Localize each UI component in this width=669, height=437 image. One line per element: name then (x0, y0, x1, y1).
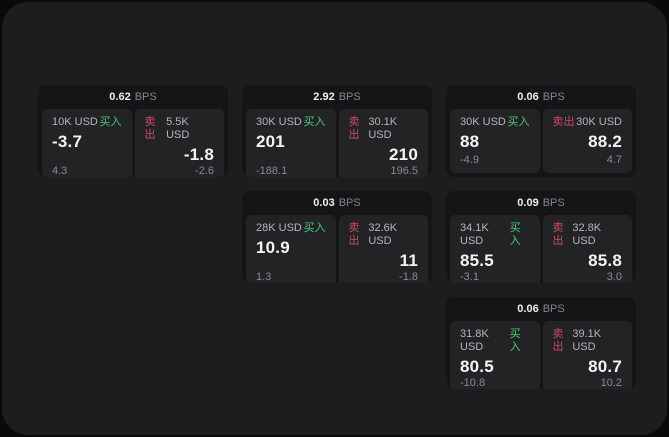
bps-value: 0.06 (517, 303, 539, 315)
sell-side-label: 卖出 (348, 222, 360, 247)
bps-header: 0.62 BPS (38, 85, 228, 109)
quote-card: 0.03 BPS 28K USD 买入 10.9 1.3 卖出 32.6K US… (242, 191, 432, 283)
sell-size-label: 32.6K USD (368, 222, 398, 247)
buy-side-label: 买入 (303, 116, 326, 128)
quote-panels: 30K USD 买入 201 -188.1 卖出 30.1K USD 210 1… (242, 109, 432, 177)
buy-side-label: 买入 (99, 116, 122, 128)
buy-side-label: 买入 (509, 222, 521, 247)
bps-value: 0.09 (517, 197, 539, 209)
sell-size-label: 39.1K USD (572, 328, 602, 353)
buy-delta: -3.1 (460, 271, 479, 283)
sell-side-label: 卖出 (552, 328, 564, 353)
quote-card: 0.09 BPS 34.1K USD 买入 85.5 -3.1 卖出 32.8K… (446, 191, 636, 283)
buy-delta: 4.3 (52, 165, 68, 177)
quote-panels: 10K USD 买入 -3.7 4.3 卖出 5.5K USD -1.8 -2.… (38, 109, 228, 177)
sell-quote-panel[interactable]: 卖出 32.6K USD 11 -1.8 (338, 215, 428, 283)
quote-card: 2.92 BPS 30K USD 买入 201 -188.1 卖出 30.1K … (242, 85, 432, 177)
buy-delta: -188.1 (256, 165, 288, 177)
bps-header: 0.09 BPS (446, 191, 636, 215)
sell-price: 80.7 (588, 357, 622, 376)
quote-card: 0.06 BPS 31.8K USD 买入 80.5 -10.8 卖出 39.1… (446, 297, 636, 389)
quote-panels: 30K USD 买入 88 -4.9 卖出 30K USD 88.2 4.7 (446, 109, 636, 177)
sell-price: -1.8 (183, 145, 214, 164)
quote-panels: 34.1K USD 买入 85.5 -3.1 卖出 32.8K USD 85.8… (446, 215, 636, 283)
sell-side-label: 卖出 (552, 222, 564, 247)
buy-size-label: 31.8K USD (460, 328, 489, 353)
bps-unit-label: BPS (338, 197, 361, 209)
bps-unit-label: BPS (338, 91, 361, 103)
buy-side-label: 买入 (303, 222, 326, 234)
buy-quote-panel[interactable]: 10K USD 买入 -3.7 4.3 (42, 109, 132, 177)
buy-side-label: 买入 (507, 116, 530, 128)
buy-price: 80.5 (460, 357, 494, 376)
buy-quote-panel[interactable]: 30K USD 买入 201 -188.1 (246, 109, 336, 177)
buy-size-label: 34.1K USD (460, 222, 489, 247)
sell-side-label: 卖出 (552, 116, 575, 128)
bps-unit-label: BPS (134, 91, 157, 103)
buy-side-label: 买入 (509, 328, 521, 353)
sell-price: 88.2 (588, 132, 622, 151)
sell-size-label: 32.8K USD (572, 222, 602, 247)
sell-quote-panel[interactable]: 卖出 30K USD 88.2 4.7 (542, 109, 632, 173)
buy-size-label: 28K USD (256, 222, 302, 234)
buy-size-label: 30K USD (256, 116, 302, 128)
buy-size-label: 30K USD (460, 116, 506, 128)
sell-size-label: 30.1K USD (368, 116, 398, 141)
buy-delta: 1.3 (256, 271, 272, 283)
buy-price: 88 (460, 132, 480, 151)
sell-price: 11 (399, 251, 418, 270)
sell-delta: -2.6 (195, 165, 214, 177)
buy-quote-panel[interactable]: 28K USD 买入 10.9 1.3 (246, 215, 336, 283)
bps-value: 0.06 (517, 91, 539, 103)
buy-price: 10.9 (256, 238, 290, 257)
buy-delta: -10.8 (460, 377, 486, 389)
sell-delta: -1.8 (399, 271, 418, 283)
bps-unit-label: BPS (542, 91, 565, 103)
sell-quote-panel[interactable]: 卖出 30.1K USD 210 196.5 (338, 109, 428, 177)
buy-quote-panel[interactable]: 31.8K USD 买入 80.5 -10.8 (450, 321, 540, 389)
bps-value: 0.62 (109, 91, 131, 103)
bps-header: 0.06 BPS (446, 85, 636, 109)
sell-side-label: 卖出 (144, 116, 156, 141)
buy-quote-panel[interactable]: 30K USD 买入 88 -4.9 (450, 109, 540, 173)
bps-value: 2.92 (313, 91, 335, 103)
buy-price: 85.5 (460, 251, 494, 270)
quote-panels: 28K USD 买入 10.9 1.3 卖出 32.6K USD 11 -1.8 (242, 215, 432, 283)
sell-quote-panel[interactable]: 卖出 5.5K USD -1.8 -2.6 (134, 109, 224, 177)
sell-quote-panel[interactable]: 卖出 39.1K USD 80.7 10.2 (542, 321, 632, 389)
bps-unit-label: BPS (542, 303, 565, 315)
bps-unit-label: BPS (542, 197, 565, 209)
sell-delta: 10.2 (600, 377, 622, 389)
buy-delta: -4.9 (460, 154, 479, 166)
quote-card: 0.62 BPS 10K USD 买入 -3.7 4.3 卖出 5.5K USD (38, 85, 228, 177)
sell-delta: 3.0 (606, 271, 622, 283)
bps-header: 2.92 BPS (242, 85, 432, 109)
sell-side-label: 卖出 (348, 116, 360, 141)
quote-grid: 0.62 BPS 10K USD 买入 -3.7 4.3 卖出 5.5K USD (38, 85, 636, 389)
buy-quote-panel[interactable]: 34.1K USD 买入 85.5 -3.1 (450, 215, 540, 283)
sell-quote-panel[interactable]: 卖出 32.8K USD 85.8 3.0 (542, 215, 632, 283)
buy-size-label: 10K USD (52, 116, 98, 128)
buy-price: 201 (256, 132, 285, 151)
bps-header: 0.03 BPS (242, 191, 432, 215)
sell-size-label: 30K USD (576, 116, 622, 128)
buy-price: -3.7 (52, 132, 83, 151)
bps-header: 0.06 BPS (446, 297, 636, 321)
sell-price: 85.8 (588, 251, 622, 270)
quote-panels: 31.8K USD 买入 80.5 -10.8 卖出 39.1K USD 80.… (446, 321, 636, 389)
sell-delta: 4.7 (606, 154, 622, 166)
sell-size-label: 5.5K USD (166, 116, 190, 141)
sell-price: 210 (389, 145, 418, 164)
quote-card: 0.06 BPS 30K USD 买入 88 -4.9 卖出 30K USD (446, 85, 636, 177)
bps-value: 0.03 (313, 197, 335, 209)
sell-delta: 196.5 (390, 165, 418, 177)
